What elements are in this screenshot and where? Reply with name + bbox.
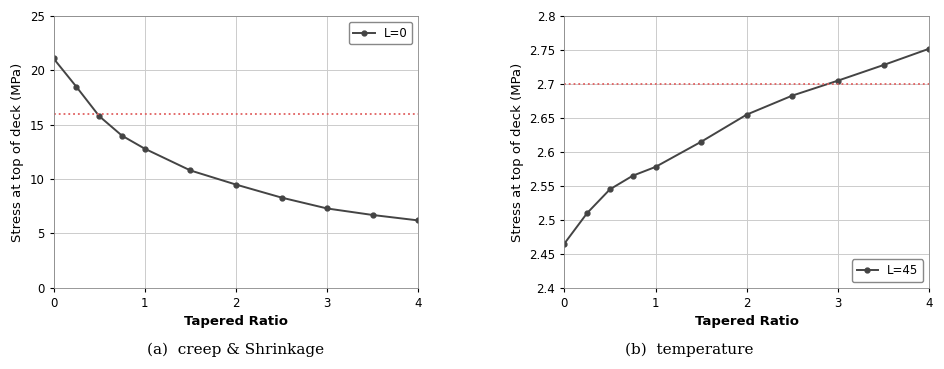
L=45 [741, 113, 752, 117]
Line: L=45: L=45 [562, 46, 932, 246]
L=45 [604, 187, 615, 192]
Legend: L=45: L=45 [851, 259, 923, 282]
L=0 [276, 196, 287, 200]
L=45 [878, 63, 889, 67]
L=45 [582, 211, 593, 215]
L=0 [413, 218, 424, 223]
L=45 [649, 165, 661, 169]
X-axis label: Tapered Ratio: Tapered Ratio [184, 315, 288, 328]
L=0 [230, 182, 242, 187]
X-axis label: Tapered Ratio: Tapered Ratio [695, 315, 799, 328]
L=45 [696, 139, 707, 144]
Text: (a)  creep & Shrinkage: (a) creep & Shrinkage [147, 343, 325, 357]
L=45 [833, 79, 844, 83]
L=0 [48, 56, 59, 61]
Y-axis label: Stress at top of deck (MPa): Stress at top of deck (MPa) [511, 62, 524, 242]
Legend: L=0: L=0 [348, 22, 413, 44]
L=45 [923, 46, 935, 51]
L=0 [71, 85, 82, 89]
Text: (b)  temperature: (b) temperature [625, 343, 753, 357]
L=0 [93, 114, 105, 118]
L=0 [116, 134, 127, 138]
L=0 [322, 206, 333, 211]
L=0 [185, 168, 196, 173]
L=45 [786, 93, 798, 98]
L=0 [139, 146, 150, 151]
Y-axis label: Stress at top of deck (MPa): Stress at top of deck (MPa) [11, 62, 25, 242]
L=45 [627, 173, 638, 178]
Line: L=0: L=0 [51, 56, 421, 223]
L=45 [559, 241, 570, 246]
L=0 [367, 213, 379, 217]
